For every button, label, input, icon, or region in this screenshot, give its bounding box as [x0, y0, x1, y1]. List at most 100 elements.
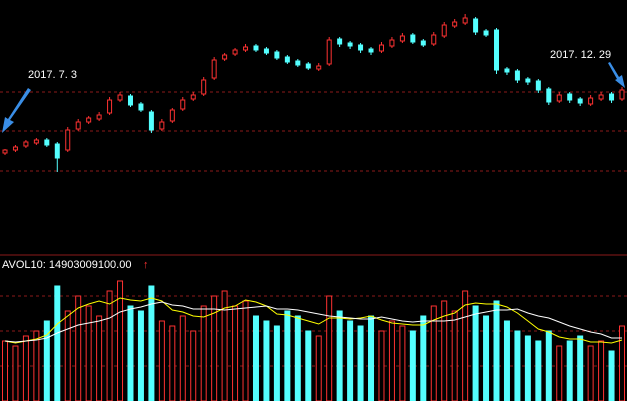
- candle-body: [556, 94, 562, 102]
- volume-bar: [483, 315, 490, 401]
- candle-body: [23, 141, 29, 147]
- volume-average-line: [4, 297, 623, 344]
- candle-body: [138, 103, 144, 111]
- volume-bar: [388, 320, 395, 401]
- candle-body: [441, 24, 447, 37]
- candle-body: [399, 35, 405, 42]
- volume-bar: [75, 295, 82, 401]
- candle-body: [65, 129, 71, 151]
- candle-body: [2, 149, 8, 154]
- volume-bar: [137, 310, 144, 401]
- candle-body: [494, 29, 500, 71]
- volume-bar: [33, 330, 40, 401]
- candle-body: [378, 44, 384, 52]
- candle-body: [609, 93, 615, 101]
- candle-body: [358, 44, 364, 51]
- candle-body: [284, 56, 290, 63]
- volume-bar: [462, 290, 469, 401]
- candle-body: [316, 65, 322, 70]
- candle-body: [326, 39, 332, 65]
- candle-body: [222, 54, 228, 60]
- volume-bar: [378, 330, 385, 401]
- candle-body: [305, 63, 311, 69]
- candle-body: [347, 42, 353, 47]
- volume-bar: [399, 325, 406, 401]
- volume-trend: ↑: [143, 259, 149, 271]
- volume-bar: [420, 315, 427, 401]
- volume-bar: [211, 295, 218, 401]
- candle-body: [619, 89, 625, 100]
- volume-average-line: [4, 301, 622, 343]
- candle-body: [274, 51, 280, 59]
- volume-bar: [368, 315, 375, 401]
- candle-body: [243, 46, 249, 51]
- candle-body: [107, 99, 113, 114]
- annotation: 2017. 7. 3: [28, 69, 77, 81]
- volume-bar: [54, 285, 61, 401]
- volume-bar: [556, 345, 563, 401]
- volume-bar: [545, 330, 552, 401]
- candle-body: [12, 146, 18, 151]
- candle-body: [86, 117, 92, 123]
- candle-body: [159, 121, 165, 130]
- volume-bar: [200, 305, 207, 401]
- candle-body: [452, 21, 458, 27]
- volume-bar: [535, 340, 542, 401]
- volume-bar: [587, 345, 594, 401]
- volume-bar: [577, 335, 584, 401]
- candle-body: [263, 48, 269, 54]
- candle-body: [535, 80, 541, 91]
- candle-body: [190, 94, 196, 100]
- volume-bar: [85, 305, 92, 401]
- volume-label: AVOL10: 14903009100.00: [2, 259, 131, 271]
- candle-body: [169, 109, 175, 122]
- candle-body: [546, 88, 552, 103]
- candle-body: [504, 68, 510, 73]
- volume-bar: [12, 345, 19, 401]
- volume-bar: [598, 340, 605, 401]
- volume-panel: [2, 280, 625, 401]
- volume-bar: [493, 300, 500, 401]
- price-panel: [2, 14, 625, 172]
- volume-bar: [619, 325, 625, 401]
- volume-bar: [2, 340, 8, 401]
- volume-bar: [305, 330, 312, 401]
- candle-body: [295, 60, 301, 66]
- candle-body: [368, 48, 374, 53]
- volume-bar: [409, 330, 416, 401]
- volume-bar: [357, 325, 364, 401]
- candle-body: [127, 95, 133, 106]
- candle-body: [337, 38, 343, 45]
- candle-body: [96, 114, 102, 120]
- volume-bar: [242, 300, 249, 401]
- volume-bar: [96, 315, 103, 401]
- candle-body: [410, 34, 416, 43]
- volume-bar: [451, 310, 458, 401]
- volume-bar: [514, 330, 521, 401]
- candle-body: [44, 139, 50, 146]
- volume-bar: [273, 325, 280, 401]
- candle-body: [253, 45, 259, 51]
- candle-body: [54, 143, 60, 159]
- volume-bar: [284, 310, 291, 401]
- volume-bar: [315, 335, 322, 401]
- volume-bar: [336, 310, 343, 401]
- volume-bar: [252, 315, 259, 401]
- candle-body: [420, 40, 426, 46]
- candle-body: [232, 49, 238, 55]
- volume-bar: [127, 305, 134, 401]
- volume-bar: [472, 305, 479, 401]
- candle-body: [588, 97, 594, 105]
- candle-body: [483, 30, 489, 36]
- volume-bar: [106, 290, 113, 401]
- candle-body: [117, 94, 123, 101]
- candle-body: [598, 94, 604, 100]
- volume-bar: [221, 290, 228, 401]
- volume-bar: [43, 320, 50, 401]
- volume-bar: [566, 340, 573, 401]
- candle-body: [148, 111, 154, 131]
- volume-bar: [232, 305, 239, 401]
- candle-body: [567, 93, 573, 101]
- annotation-arrow: [608, 62, 625, 88]
